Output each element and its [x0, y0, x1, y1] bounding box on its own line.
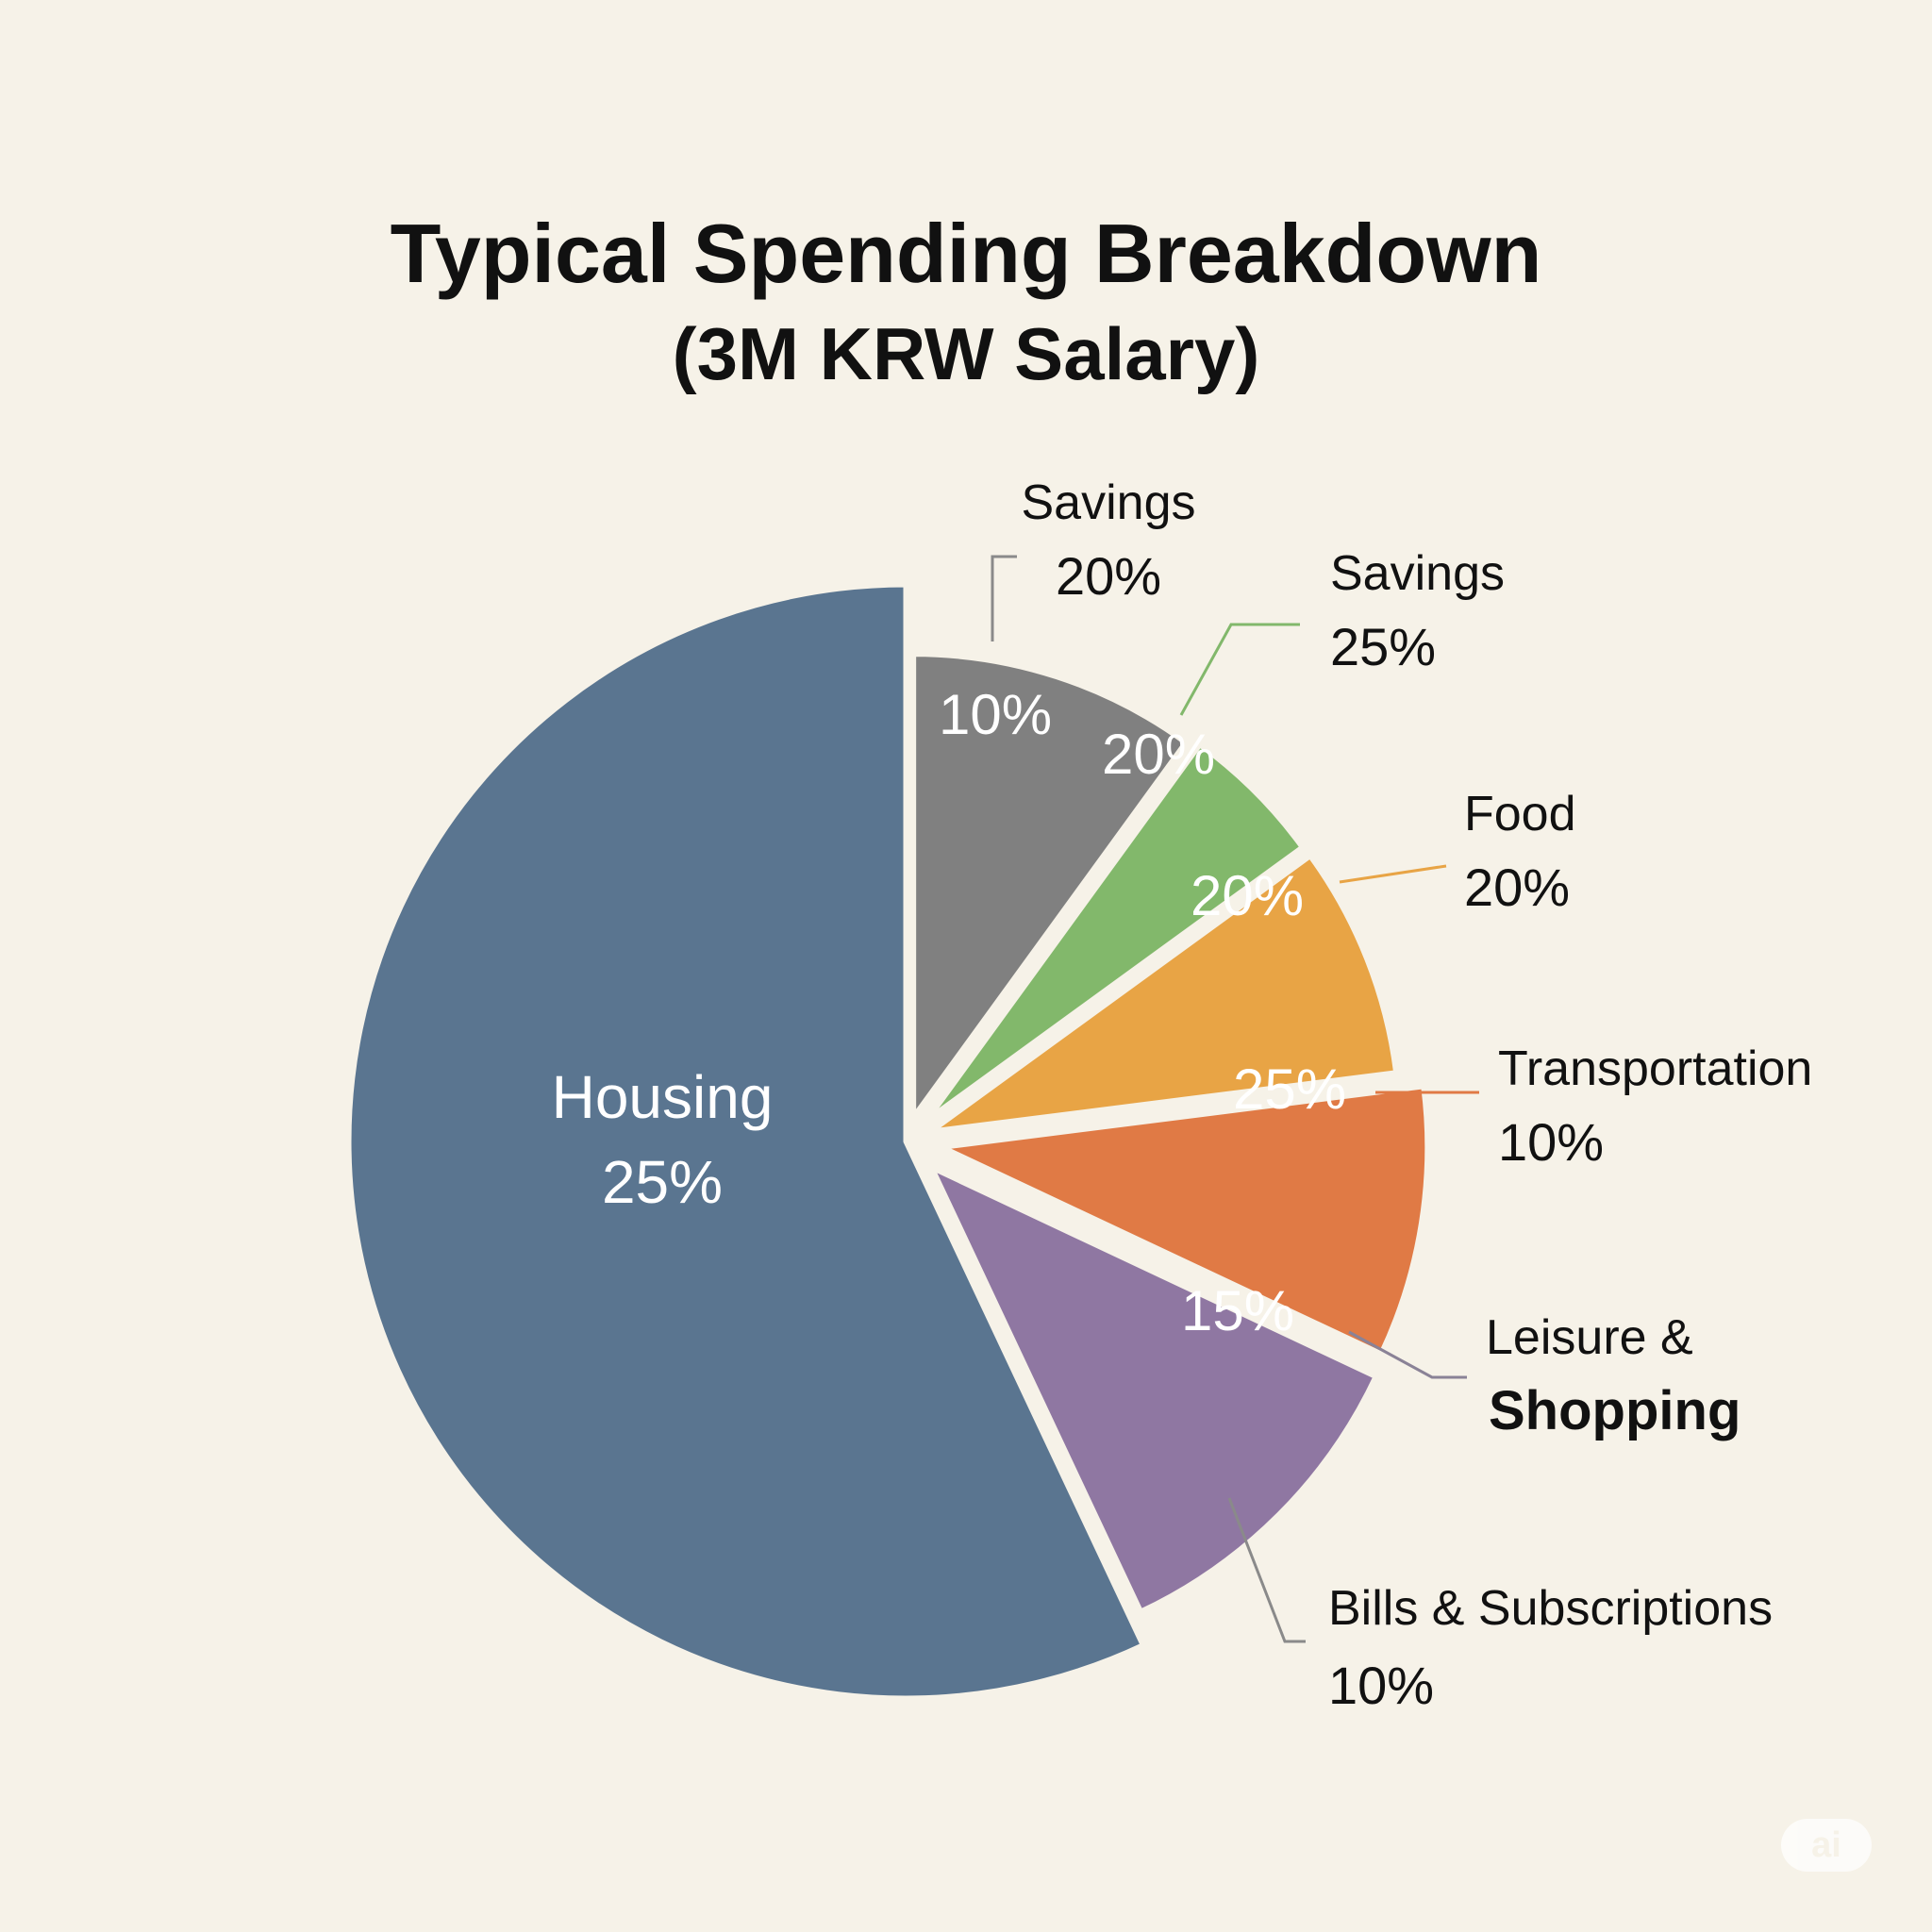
- pie-slice-4: [929, 1165, 1378, 1614]
- leader-line: [1227, 1497, 1306, 1643]
- chart-title: Typical Spending Breakdown: [390, 207, 1542, 300]
- slice-value-inner: 20%: [1102, 723, 1215, 786]
- slice-label-outer: Transportation: [1498, 1041, 1812, 1096]
- leader-line: [991, 555, 1017, 641]
- leader-line: [1348, 1330, 1467, 1379]
- slice-value-inner: 25%: [1233, 1058, 1346, 1121]
- slice-label-inner: Housing: [552, 1063, 774, 1131]
- slice-label-outer: Food: [1464, 787, 1576, 841]
- slice-label-outer: Leisure &: [1486, 1310, 1693, 1365]
- leader-line: [1179, 623, 1300, 716]
- slice-value-outer: 20%: [1464, 858, 1570, 917]
- slice-value-inner: 20%: [1191, 864, 1304, 927]
- slice-value-outer: 10%: [1498, 1112, 1604, 1172]
- slice-value-inner: 10%: [939, 683, 1052, 746]
- chart-subtitle: (3M KRW Salary): [672, 312, 1260, 395]
- slice-value-outer: 20%: [1056, 546, 1161, 606]
- pie-slice-2: [929, 854, 1399, 1134]
- ai-badge-icon: ai: [1781, 1819, 1872, 1872]
- slice-value-inner: 25%: [602, 1148, 723, 1216]
- leader-line: [1339, 864, 1447, 884]
- slice-value-inner: 15%: [1181, 1279, 1294, 1342]
- extra-outer-value: 10%: [1328, 1656, 1434, 1715]
- pie-slice-3: [941, 1084, 1430, 1357]
- slice-label-outer: Savings: [1330, 546, 1505, 601]
- pie-slice-0: [911, 652, 1188, 1119]
- extra-outer-label: Bills & Subscriptions: [1328, 1581, 1773, 1636]
- pie-slice-1: [925, 742, 1305, 1122]
- slice-label-outer: Savings: [1022, 475, 1196, 530]
- slice-value-outer: 25%: [1330, 617, 1436, 676]
- pie-slice-5: [346, 582, 1145, 1701]
- slice-label-outer-2: Shopping: [1489, 1380, 1740, 1441]
